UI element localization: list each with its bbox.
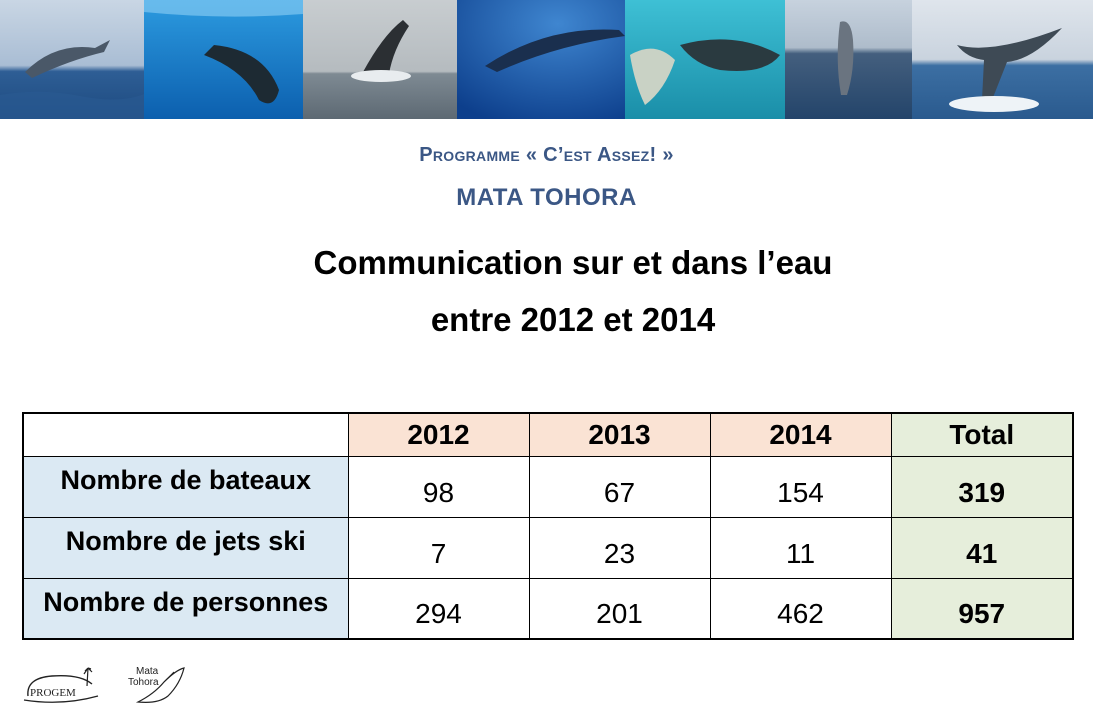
humpback-mother-calf-photo [625, 0, 785, 119]
cell-personnes-total: 957 [890, 577, 1074, 640]
cell-bateaux-2013: 67 [528, 455, 711, 518]
cell-bateaux-2012: 98 [347, 455, 530, 518]
mata-tohora-logo-text-1: Mata [136, 666, 159, 677]
cell-personnes-2014: 462 [709, 577, 892, 640]
photo-banner [0, 0, 1093, 119]
column-header-2013: 2013 [528, 412, 711, 457]
row-label-jets-ski: Nombre de jets ski [65, 526, 306, 556]
table-header-row: 2012 2013 2014 Total [22, 412, 1074, 457]
progem-logo: PROGEM [22, 666, 100, 706]
dolphin-jump-photo [0, 0, 144, 119]
column-header-2012: 2012 [347, 412, 530, 457]
header-corner-cell [22, 412, 349, 457]
humpback-breach-photo [303, 0, 457, 119]
cell-bateaux-2014: 154 [709, 455, 892, 518]
whale-tail-photo [912, 0, 1093, 119]
progem-logo-text: PROGEM [30, 687, 76, 699]
blue-whale-photo [457, 0, 625, 119]
row-label-personnes: Nombre de personnes [43, 586, 329, 617]
cell-jets-ski-2014: 11 [709, 516, 892, 579]
mata-tohora-logo-text-2: Tohora [128, 677, 159, 688]
table-row: Nombre de jets ski 7 23 11 41 [22, 516, 1074, 579]
cell-jets-ski-total: 41 [890, 516, 1074, 579]
programme-title: Programme « C’est Assez! » [419, 144, 674, 166]
column-header-2014: 2014 [709, 412, 892, 457]
cell-bateaux-total: 319 [890, 455, 1074, 518]
organisation-name: MATA TOHORA [456, 184, 637, 211]
cell-personnes-2013: 201 [528, 577, 711, 640]
slide-title-line-1: Communication sur et dans l’eau [313, 244, 833, 281]
table-row: Nombre de bateaux 98 67 154 319 [22, 455, 1074, 518]
row-label-bateaux: Nombre de bateaux [60, 465, 312, 495]
table-row: Nombre de personnes 294 201 462 957 [22, 577, 1074, 640]
cell-jets-ski-2013: 23 [528, 516, 711, 579]
cell-jets-ski-2012: 7 [347, 516, 530, 579]
pilot-whale-photo [144, 0, 303, 119]
slide-title-line-2: entre 2012 et 2014 [430, 301, 716, 338]
column-header-total: Total [890, 412, 1074, 457]
statistics-table: 2012 2013 2014 Total Nombre de bateaux 9… [22, 412, 1074, 640]
dolphin-vertical-photo [785, 0, 912, 119]
cell-personnes-2012: 294 [347, 577, 530, 640]
mata-tohora-logo: Mata Tohora [124, 664, 188, 706]
